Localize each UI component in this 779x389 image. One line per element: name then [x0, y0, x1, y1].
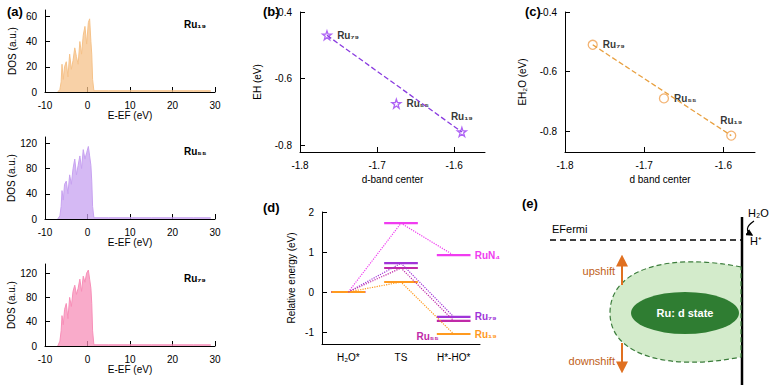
svg-text:2: 2: [308, 207, 314, 218]
svg-text:0: 0: [31, 341, 37, 352]
svg-text:TS: TS: [395, 352, 408, 363]
svg-text:-0.6: -0.6: [540, 66, 558, 77]
svg-text:-0.4: -0.4: [274, 6, 292, 18]
svg-text:-1.7: -1.7: [368, 160, 386, 171]
svg-text:80: 80: [26, 292, 38, 303]
svg-text:EFermi: EFermi: [552, 223, 587, 235]
svg-text:(a): (a): [7, 4, 23, 19]
svg-text:120: 120: [20, 138, 37, 149]
svg-text:(d): (d): [263, 200, 280, 215]
svg-text:-10: -10: [38, 354, 53, 365]
svg-text:10: 10: [124, 354, 136, 365]
svg-text:-1.8: -1.8: [291, 160, 309, 171]
svg-text:Ru₇₉: Ru₇₉: [603, 39, 625, 50]
svg-text:60: 60: [26, 11, 38, 22]
svg-text:Ru₁₉: Ru₁₉: [451, 111, 473, 122]
svg-text:0: 0: [308, 287, 314, 298]
svg-text:20: 20: [26, 61, 38, 72]
svg-text:40: 40: [26, 188, 38, 199]
svg-text:-1.6: -1.6: [446, 160, 464, 171]
svg-text:-1.7: -1.7: [636, 160, 654, 171]
svg-text:80: 80: [26, 163, 38, 174]
svg-text:H*-HO*: H*-HO*: [437, 352, 470, 363]
svg-text:H₂O*: H₂O*: [337, 352, 360, 363]
svg-text:-10: -10: [38, 100, 53, 111]
svg-text:Ru₇₉: Ru₇₉: [337, 30, 359, 41]
svg-text:-0.4: -0.4: [540, 7, 558, 18]
svg-text:Ru₅₅: Ru₅₅: [406, 98, 429, 110]
svg-text:120: 120: [20, 268, 37, 279]
svg-text:0: 0: [31, 214, 37, 225]
svg-text:-10: -10: [38, 227, 53, 238]
svg-text:EH₂O (eV): EH₂O (eV): [517, 58, 528, 105]
svg-text:0: 0: [85, 100, 91, 111]
svg-text:20: 20: [167, 100, 179, 111]
svg-text:upshift: upshift: [583, 265, 615, 277]
svg-text:Ru₇₉: Ru₇₉: [475, 311, 497, 322]
svg-text:30: 30: [209, 100, 221, 111]
svg-text:H₂O: H₂O: [748, 207, 769, 219]
svg-text:20: 20: [167, 354, 179, 365]
svg-text:E-EF (eV): E-EF (eV): [108, 364, 152, 375]
svg-text:downshift: downshift: [569, 355, 615, 367]
svg-text:0: 0: [85, 354, 91, 365]
svg-text:0: 0: [31, 87, 37, 98]
svg-text:1: 1: [308, 247, 314, 258]
svg-text:30: 30: [209, 354, 221, 365]
svg-text:40: 40: [26, 316, 38, 327]
svg-text:Ru₁₉: Ru₁₉: [184, 19, 206, 30]
svg-text:0: 0: [85, 227, 91, 238]
svg-text:(c): (c): [525, 4, 541, 19]
svg-text:DOS (a.u.): DOS (a.u.): [7, 27, 18, 75]
svg-text:EH (eV): EH (eV): [252, 64, 263, 100]
svg-text:E-EF (eV): E-EF (eV): [108, 110, 152, 121]
svg-text:E-EF (eV): E-EF (eV): [108, 237, 152, 248]
svg-text:-1.6: -1.6: [715, 160, 733, 171]
svg-text:RuN₄: RuN₄: [475, 250, 501, 261]
svg-text:-0.6: -0.6: [275, 73, 293, 84]
svg-text:-0.8: -0.8: [540, 126, 558, 137]
svg-text:-1.8: -1.8: [556, 160, 574, 171]
svg-text:30: 30: [209, 227, 221, 238]
svg-text:Ru₅₅: Ru₅₅: [184, 146, 207, 157]
svg-text:d band center: d band center: [629, 174, 691, 185]
svg-text:(b): (b): [263, 4, 280, 19]
svg-text:-1: -1: [305, 327, 314, 338]
svg-text:Ru₁₉: Ru₁₉: [720, 115, 742, 126]
svg-text:DOS (a.u.): DOS (a.u.): [6, 154, 17, 202]
svg-text:Relative energy (eV): Relative energy (eV): [286, 232, 297, 323]
svg-text:-0.8: -0.8: [275, 140, 293, 151]
svg-text:Ru₇₉: Ru₇₉: [184, 273, 206, 284]
svg-text:40: 40: [26, 36, 38, 47]
svg-text:Ru₅₅: Ru₅₅: [674, 93, 697, 104]
svg-text:10: 10: [124, 100, 136, 111]
svg-text:Ru₁₉: Ru₁₉: [475, 329, 497, 340]
svg-text:10: 10: [124, 227, 136, 238]
svg-text:d-band center: d-band center: [362, 174, 424, 185]
svg-text:H⁺: H⁺: [750, 235, 762, 247]
svg-text:Ru: d state: Ru: d state: [657, 307, 714, 319]
svg-text:(e): (e): [522, 196, 538, 211]
svg-text:Ru₅₅: Ru₅₅: [416, 331, 439, 342]
svg-text:20: 20: [167, 227, 179, 238]
svg-text:DOS (a.u.): DOS (a.u.): [6, 281, 17, 329]
